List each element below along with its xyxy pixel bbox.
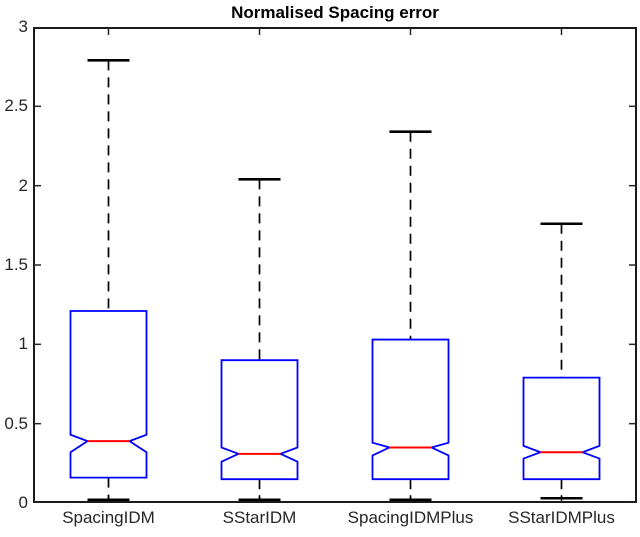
- x-tick-label: SStarIDM: [222, 508, 297, 527]
- box-SStarIDMPlus: [522, 376, 601, 481]
- x-tick-label: SpacingIDMPlus: [347, 508, 474, 527]
- chart-title: Normalised Spacing error: [231, 3, 439, 22]
- plot-area: [33, 27, 637, 503]
- box-SpacingIDMPlus: [371, 338, 450, 481]
- y-tick-label: 0.5: [4, 413, 28, 433]
- boxplot-canvas: [33, 27, 637, 503]
- y-tick-label: 1: [18, 334, 28, 354]
- y-tick-label: 2.5: [4, 96, 28, 116]
- y-tick-label: 1.5: [4, 255, 28, 274]
- x-tick-label: SpacingIDM: [62, 508, 155, 527]
- y-tick-label: 3: [18, 17, 28, 36]
- y-tick-label: 2: [18, 175, 28, 195]
- axes-frame: [33, 27, 637, 503]
- y-tick-label: 0: [18, 493, 28, 512]
- box-SStarIDM: [220, 359, 299, 481]
- x-tick-label: SStarIDMPlus: [508, 508, 615, 527]
- box-SpacingIDM: [69, 310, 148, 479]
